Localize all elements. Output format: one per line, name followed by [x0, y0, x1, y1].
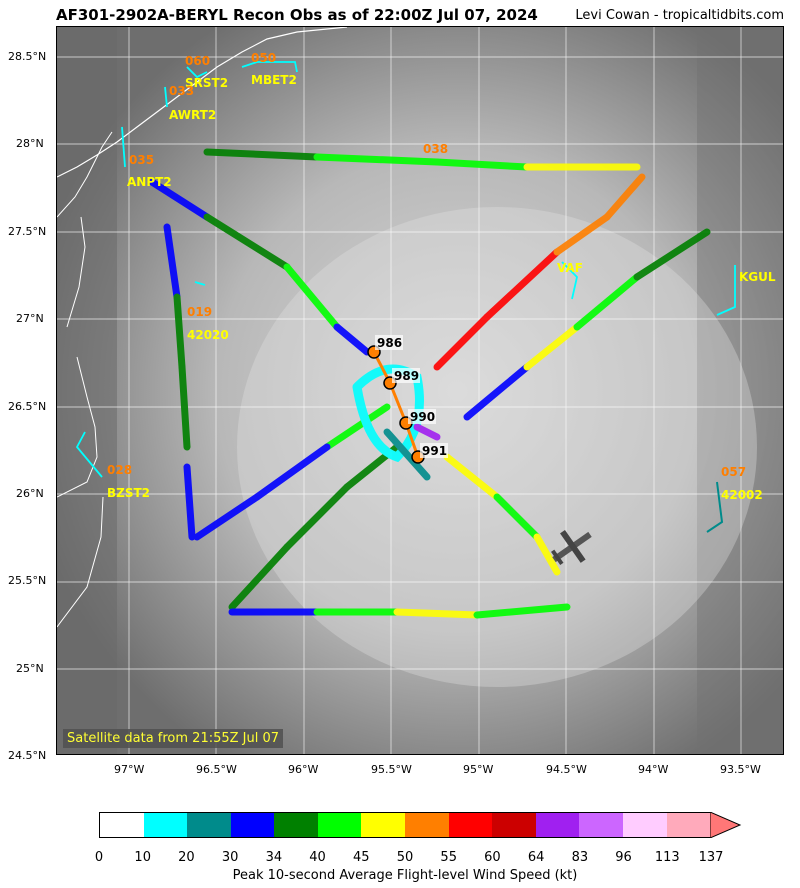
station-name: ANPT2 [127, 175, 172, 189]
lon-label: 96.5°W [196, 763, 237, 776]
station-name: BZST2 [107, 486, 150, 500]
lat-label: 27°N [16, 312, 44, 325]
colorbar-tick-label: 45 [353, 850, 370, 865]
colorbar-tick-label: 96 [615, 850, 632, 865]
colorbar-extend-arrow [710, 812, 742, 838]
colorbar-label: Peak 10-second Average Flight-level Wind… [232, 868, 578, 883]
station-name: AWRT2 [169, 108, 216, 122]
lon-label: 93.5°W [720, 763, 761, 776]
colorbar-tick-label: 20 [178, 850, 195, 865]
colorbar-tick-label: 34 [265, 850, 283, 865]
colorbar-segment [100, 813, 144, 837]
pressure-label: 990 [410, 410, 435, 424]
lon-label: 97°W [114, 763, 145, 776]
colorbar-tick-label: 50 [396, 850, 414, 865]
map-title: AF301-2902A-BERYL Recon Obs as of 22:00Z… [56, 6, 538, 24]
colorbar-tick-label: 40 [309, 850, 326, 865]
wind-barb-tracks [148, 148, 711, 619]
colorbar-segment [361, 813, 406, 837]
station-value: 035 [129, 153, 154, 167]
lat-label: 25.5°N [8, 574, 47, 587]
lon-label: 95°W [463, 763, 494, 776]
colorbar-segment [535, 813, 580, 837]
aircraft-icon [551, 529, 592, 566]
station-name: 42020 [187, 328, 229, 342]
map-panel: 986 989 990 991 060 [56, 26, 784, 755]
station-name: 42002 [721, 488, 763, 502]
colorbar-segment [187, 813, 231, 837]
colorbar-segment [492, 813, 536, 837]
lat-label: 26°N [16, 487, 44, 500]
lat-label: 27.5°N [8, 225, 47, 238]
colorbar-segment [405, 813, 449, 837]
pressure-label: 986 [377, 336, 402, 350]
colorbar-tick-label: 137 [698, 850, 724, 865]
center-track [372, 351, 420, 458]
pressure-label: 991 [422, 444, 447, 458]
colorbar [99, 812, 711, 838]
colorbar-segment [579, 813, 623, 837]
colorbar-tick-label: 83 [571, 850, 589, 865]
station-name: VAF [557, 261, 583, 275]
coastline [57, 27, 348, 178]
buoy-barb [706, 481, 724, 533]
station-value: 050 [251, 51, 276, 65]
colorbar-tick-label: 60 [484, 850, 501, 865]
lat-label: 28.5°N [8, 50, 47, 63]
station-value: 019 [187, 305, 212, 319]
lat-label: 25°N [16, 662, 44, 675]
lat-label: 26.5°N [8, 400, 47, 413]
colorbar-tick-label: 0 [94, 850, 104, 865]
lon-label: 94°W [638, 763, 669, 776]
colorbar-tick-label: 55 [440, 850, 457, 865]
colorbar-segment [448, 813, 493, 837]
recon-map: 986 989 990 991 060 [57, 27, 783, 754]
station-value: 038 [423, 142, 448, 156]
lon-label: 95.5°W [371, 763, 412, 776]
lat-label: 28°N [16, 137, 44, 150]
colorbar-tick-label: 113 [654, 850, 680, 865]
satellite-note: Satellite data from 21:55Z Jul 07 [63, 729, 284, 748]
station-name: KGUL [739, 270, 776, 284]
colorbar-segment [143, 813, 188, 837]
pressure-label: 989 [394, 369, 419, 383]
colorbar-tick-label: 30 [221, 850, 239, 865]
station-value: 033 [169, 84, 194, 98]
colorbar-tick-label: 10 [134, 850, 151, 865]
station-barbs [75, 61, 736, 478]
station-name: MBET2 [251, 73, 297, 87]
station-value: 028 [107, 463, 132, 477]
station-value: 057 [721, 465, 746, 479]
lon-label: 96°W [288, 763, 319, 776]
station-name: SRST2 [185, 76, 228, 90]
colorbar-segment [666, 813, 711, 837]
coastline-detail [57, 131, 113, 628]
colorbar-segment [274, 813, 318, 837]
credit-text: Levi Cowan - tropicaltidbits.com [575, 8, 784, 23]
lat-lon-grid [57, 27, 783, 754]
colorbar-tick-label: 64 [527, 850, 545, 865]
lon-label: 94.5°W [546, 763, 587, 776]
colorbar-segment [230, 813, 275, 837]
colorbar-segment [317, 813, 362, 837]
lat-label: 24.5°N [8, 749, 47, 762]
colorbar-segment [622, 813, 667, 837]
station-value: 060 [185, 54, 210, 68]
